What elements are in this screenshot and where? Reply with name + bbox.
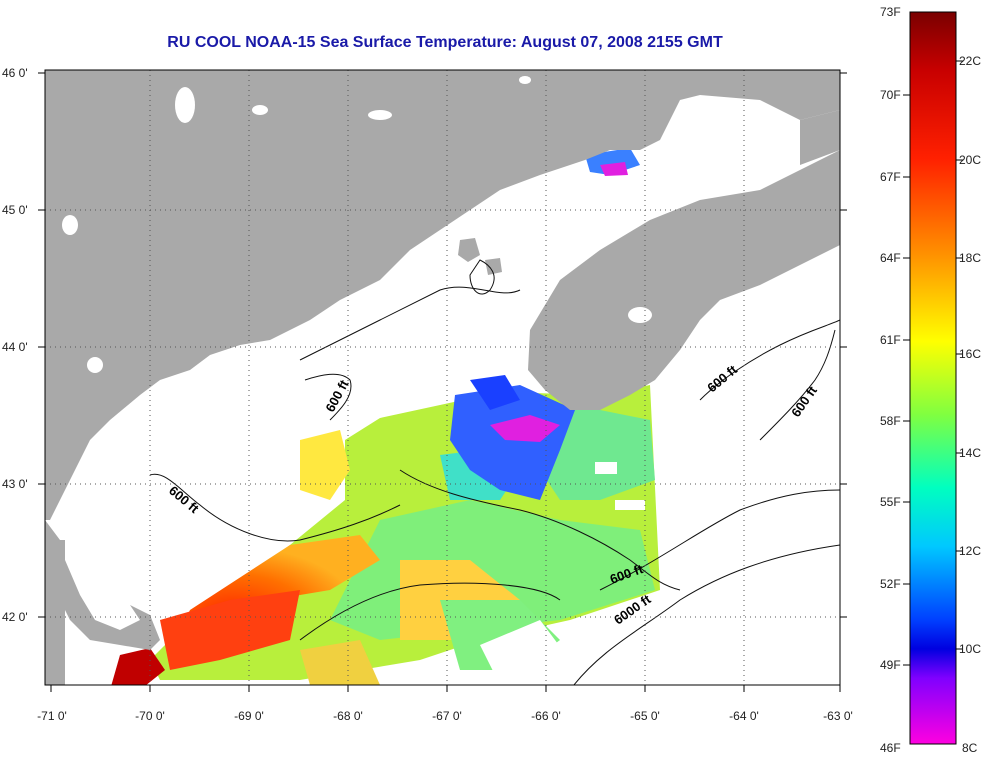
- land: [45, 70, 840, 685]
- map-frame: [44, 69, 841, 686]
- colorbar-fahrenheit-labels: 73F 70F 67F 64F 61F 58F 55F 52F 49F 46F: [880, 5, 901, 755]
- lon-label: -68 0': [333, 709, 363, 723]
- lon-label: -71 0': [37, 709, 67, 723]
- lon-label: -66 0': [531, 709, 561, 723]
- lon-label: -67 0': [432, 709, 462, 723]
- lat-label: 43 0': [2, 477, 28, 491]
- longitude-labels: -71 0' -70 0' -69 0' -68 0' -67 0' -66 0…: [37, 709, 853, 723]
- cb-label-c: 12C: [959, 544, 981, 558]
- cb-label-f: 67F: [880, 170, 901, 184]
- lakes: [62, 76, 652, 373]
- lat-label: 45 0': [2, 203, 28, 217]
- cb-label-c: 10C: [959, 642, 981, 656]
- cb-label-c: 18C: [959, 251, 981, 265]
- cb-label-f: 70F: [880, 88, 901, 102]
- cb-label-f: 61F: [880, 333, 901, 347]
- cb-label-c: 8C: [962, 741, 978, 755]
- chart-title: RU COOL NOAA-15 Sea Surface Temperature:…: [167, 34, 723, 51]
- colorbar-ticks: [903, 60, 963, 666]
- bathymetry-contours: [149, 259, 840, 685]
- lon-label: -70 0': [135, 709, 165, 723]
- cb-label-f: 64F: [880, 251, 901, 265]
- sst-swath: [111, 148, 660, 685]
- colorbar: [909, 11, 957, 745]
- cb-label-c: 16C: [959, 347, 981, 361]
- cb-label-f: 46F: [880, 741, 901, 755]
- cb-label-f: 49F: [880, 658, 901, 672]
- cb-label-c: 20C: [959, 153, 981, 167]
- lat-label: 46 0': [2, 66, 28, 80]
- lon-label: -69 0': [234, 709, 264, 723]
- cb-label-c: 14C: [959, 446, 981, 460]
- cb-label-f: 58F: [880, 414, 901, 428]
- tick-marks: [38, 72, 847, 692]
- latitude-labels: 46 0' 45 0' 44 0' 43 0' 42 0': [2, 66, 28, 624]
- lon-label: -63 0': [823, 709, 853, 723]
- cb-label-f: 55F: [880, 495, 901, 509]
- cb-label-f: 52F: [880, 577, 901, 591]
- lon-label: -64 0': [729, 709, 759, 723]
- lon-label: -65 0': [630, 709, 660, 723]
- lat-label: 42 0': [2, 610, 28, 624]
- colorbar-celsius-labels: 22C 20C 18C 16C 14C 12C 10C 8C: [959, 54, 981, 755]
- lat-label: 44 0': [2, 340, 28, 354]
- cb-label-f: 73F: [880, 5, 901, 19]
- cb-label-c: 22C: [959, 54, 981, 68]
